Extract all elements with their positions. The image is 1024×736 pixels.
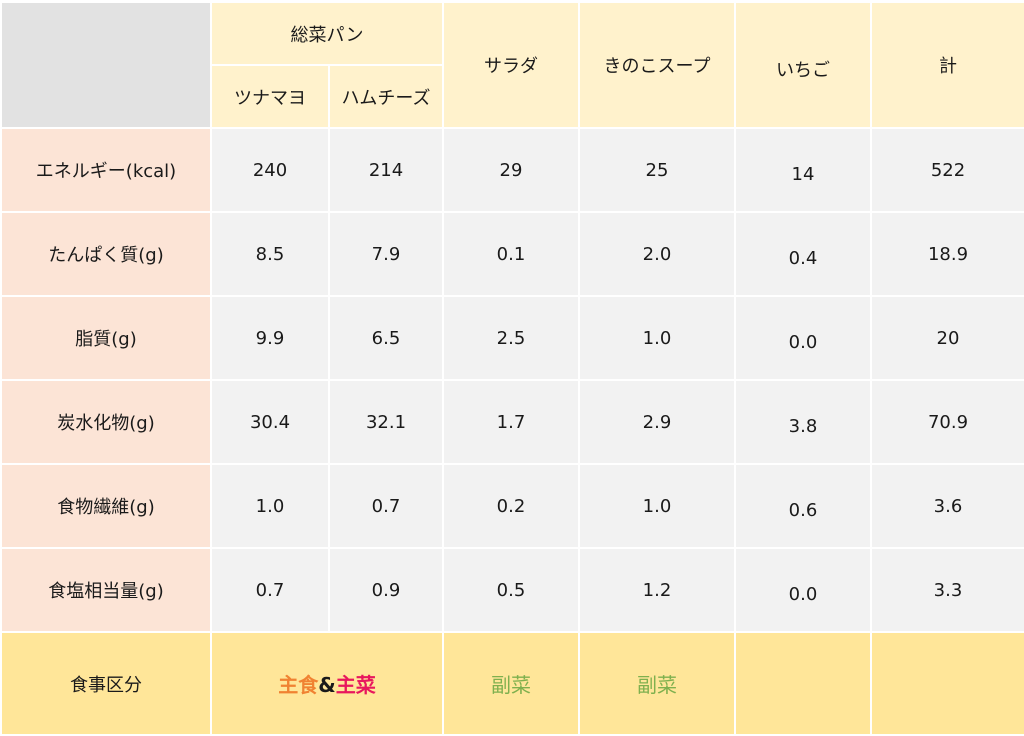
value-cell: 0.9 <box>328 547 444 633</box>
value-cell: 30.4 <box>210 379 330 465</box>
value-cell-total: 522 <box>870 127 1024 213</box>
row-carbohydrate: 炭水化物(g) 30.4 32.1 1.7 2.9 3.8 70.9 <box>0 379 1024 465</box>
value-cell-total: 70.9 <box>870 379 1024 465</box>
value-cell: 1.7 <box>442 379 580 465</box>
value-cell: 29 <box>442 127 580 213</box>
value-cell: 25 <box>578 127 736 213</box>
row-energy: エネルギー(kcal) 240 214 29 25 14 522 <box>0 127 1024 213</box>
row-label: 食物繊維(g) <box>0 463 212 549</box>
header-group-souzai-pan: 総菜パン <box>210 1 444 66</box>
row-fiber: 食物繊維(g) 1.0 0.7 0.2 1.0 0.6 3.6 <box>0 463 1024 549</box>
row-label: エネルギー(kcal) <box>0 127 212 213</box>
value-cell: 7.9 <box>328 211 444 297</box>
value-cell: 9.9 <box>210 295 330 381</box>
header-total-label: 計 <box>939 56 957 77</box>
header-tuna-mayo-label: ツナマヨ <box>234 87 306 109</box>
header-salad: サラダ <box>442 1 580 129</box>
header-total: 計 <box>870 1 1024 129</box>
category-side-dish: 副菜 <box>637 673 677 697</box>
row-fat: 脂質(g) 9.9 6.5 2.5 1.0 0.0 20 <box>0 295 1024 381</box>
value-cell: 0.0 <box>734 295 872 381</box>
value-cell: 1.2 <box>578 547 736 633</box>
header-ham-cheese: ハムチーズ <box>328 64 444 129</box>
value-cell: 240 <box>210 127 330 213</box>
value-cell-total: 20 <box>870 295 1024 381</box>
header-mushroom-soup: きのこスープ <box>578 1 736 129</box>
value-text: 14 <box>791 163 815 185</box>
value-cell: 2.0 <box>578 211 736 297</box>
header-mushroom-soup-label: きのこスープ <box>603 56 711 77</box>
row-meal-category: 食事区分 主食&主菜 副菜 副菜 <box>0 631 1024 736</box>
value-cell-total: 18.9 <box>870 211 1024 297</box>
value-text: 0.4 <box>788 247 818 269</box>
category-row-label: 食事区分 <box>0 631 212 736</box>
header-group-label: 総菜パン <box>290 24 364 46</box>
value-text: 3.8 <box>788 415 818 437</box>
value-cell: 2.5 <box>442 295 580 381</box>
value-cell: 14 <box>734 127 872 213</box>
value-cell: 0.0 <box>734 547 872 633</box>
value-text: 0.0 <box>788 583 818 605</box>
category-ampersand: & <box>318 673 336 697</box>
value-cell: 214 <box>328 127 444 213</box>
value-text: 0.6 <box>788 499 818 521</box>
value-cell: 1.0 <box>578 463 736 549</box>
header-salad-label: サラダ <box>484 56 538 77</box>
category-soup: 副菜 <box>578 631 736 736</box>
value-cell: 6.5 <box>328 295 444 381</box>
value-cell: 0.7 <box>210 547 330 633</box>
row-label: 脂質(g) <box>0 295 212 381</box>
row-protein: たんぱく質(g) 8.5 7.9 0.1 2.0 0.4 18.9 <box>0 211 1024 297</box>
value-cell: 1.0 <box>210 463 330 549</box>
value-cell: 3.8 <box>734 379 872 465</box>
value-cell-total: 3.3 <box>870 547 1024 633</box>
category-strawberry <box>734 631 872 736</box>
category-side-dish: 副菜 <box>491 673 531 697</box>
header-ham-cheese-label: ハムチーズ <box>341 87 431 109</box>
corner-cell <box>0 1 212 129</box>
value-cell-total: 3.6 <box>870 463 1024 549</box>
value-cell: 8.5 <box>210 211 330 297</box>
value-cell: 0.5 <box>442 547 580 633</box>
header-strawberry: いちご <box>734 1 872 129</box>
value-cell: 1.0 <box>578 295 736 381</box>
value-cell: 0.1 <box>442 211 580 297</box>
row-label: 炭水化物(g) <box>0 379 212 465</box>
value-cell: 0.4 <box>734 211 872 297</box>
row-salt: 食塩相当量(g) 0.7 0.9 0.5 1.2 0.0 3.3 <box>0 547 1024 633</box>
category-main-dish: 主菜 <box>335 673 376 697</box>
category-souzai-pan: 主食&主菜 <box>210 631 444 736</box>
header-strawberry-label: いちご <box>776 60 830 81</box>
value-cell: 32.1 <box>328 379 444 465</box>
header-row-sub: ツナマヨ ハムチーズ <box>1 64 1024 129</box>
value-text: 0.0 <box>788 331 818 353</box>
header-tuna-mayo: ツナマヨ <box>210 64 330 129</box>
header-row-top: 総菜パン サラダ きのこスープ いちご 計 <box>0 1 1024 129</box>
row-label: たんぱく質(g) <box>0 211 212 297</box>
value-cell: 0.7 <box>328 463 444 549</box>
category-salad: 副菜 <box>442 631 580 736</box>
row-label: 食塩相当量(g) <box>0 547 212 633</box>
category-main-food: 主食 <box>278 673 319 697</box>
value-cell: 2.9 <box>578 379 736 465</box>
value-cell: 0.6 <box>734 463 872 549</box>
category-total <box>870 631 1024 736</box>
value-cell: 0.2 <box>442 463 580 549</box>
